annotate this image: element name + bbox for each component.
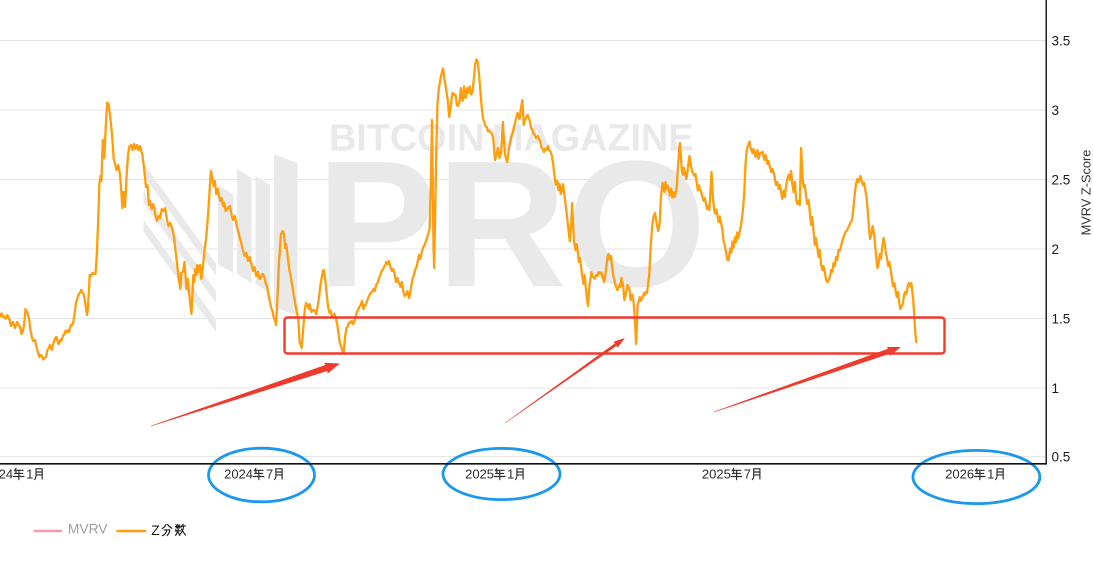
svg-text:MVRV: MVRV xyxy=(68,521,108,536)
svg-text:1.5: 1.5 xyxy=(1052,311,1071,326)
svg-text:3: 3 xyxy=(1052,103,1060,118)
svg-text:2026: 2026 xyxy=(945,467,974,482)
svg-text:2024: 2024 xyxy=(224,467,253,482)
svg-text:2025: 2025 xyxy=(702,467,731,482)
svg-text:Z: Z xyxy=(151,523,159,538)
svg-text:1: 1 xyxy=(987,467,994,482)
svg-text:1: 1 xyxy=(507,467,514,482)
svg-text:2024: 2024 xyxy=(0,467,13,482)
svg-text:1: 1 xyxy=(26,467,33,482)
svg-text:PRO: PRO xyxy=(317,124,707,325)
svg-text:2025: 2025 xyxy=(465,467,494,482)
svg-text:MVRV Z-Score: MVRV Z-Score xyxy=(1078,150,1093,236)
svg-text:1: 1 xyxy=(1052,381,1060,396)
svg-text:7: 7 xyxy=(266,467,273,482)
svg-text:3.5: 3.5 xyxy=(1052,33,1071,48)
svg-text:2: 2 xyxy=(1052,242,1060,257)
svg-text:0.5: 0.5 xyxy=(1052,449,1071,464)
svg-text:7: 7 xyxy=(744,467,751,482)
svg-text:2.5: 2.5 xyxy=(1052,172,1071,187)
